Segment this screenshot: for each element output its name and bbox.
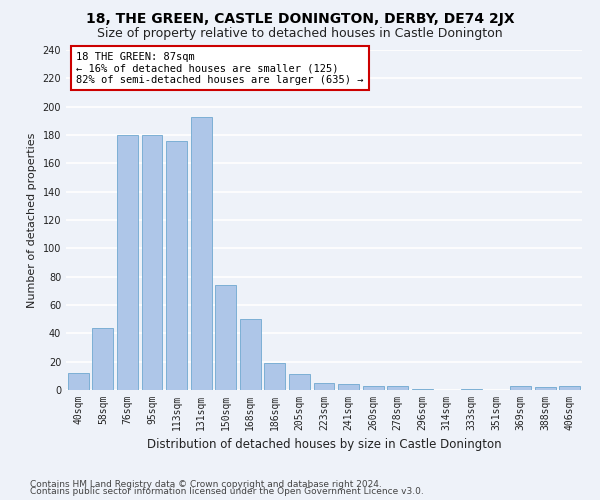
Bar	[215, 285, 236, 390]
Bar	[362, 386, 383, 390]
Bar	[265, 363, 286, 390]
Y-axis label: Number of detached properties: Number of detached properties	[27, 132, 37, 308]
Bar	[166, 140, 187, 390]
Bar	[461, 388, 482, 390]
Bar	[387, 386, 408, 390]
Bar	[92, 328, 113, 390]
Bar	[289, 374, 310, 390]
X-axis label: Distribution of detached houses by size in Castle Donington: Distribution of detached houses by size …	[146, 438, 502, 452]
Text: Size of property relative to detached houses in Castle Donington: Size of property relative to detached ho…	[97, 28, 503, 40]
Text: 18, THE GREEN, CASTLE DONINGTON, DERBY, DE74 2JX: 18, THE GREEN, CASTLE DONINGTON, DERBY, …	[86, 12, 514, 26]
Bar	[338, 384, 359, 390]
Bar	[510, 386, 531, 390]
Bar	[68, 373, 89, 390]
Bar	[559, 386, 580, 390]
Text: Contains HM Land Registry data © Crown copyright and database right 2024.: Contains HM Land Registry data © Crown c…	[30, 480, 382, 489]
Text: 18 THE GREEN: 87sqm
← 16% of detached houses are smaller (125)
82% of semi-detac: 18 THE GREEN: 87sqm ← 16% of detached ho…	[76, 52, 364, 85]
Bar	[240, 319, 261, 390]
Bar	[191, 116, 212, 390]
Bar	[535, 387, 556, 390]
Bar	[142, 135, 163, 390]
Bar	[412, 388, 433, 390]
Text: Contains public sector information licensed under the Open Government Licence v3: Contains public sector information licen…	[30, 488, 424, 496]
Bar	[314, 383, 334, 390]
Bar	[117, 135, 138, 390]
